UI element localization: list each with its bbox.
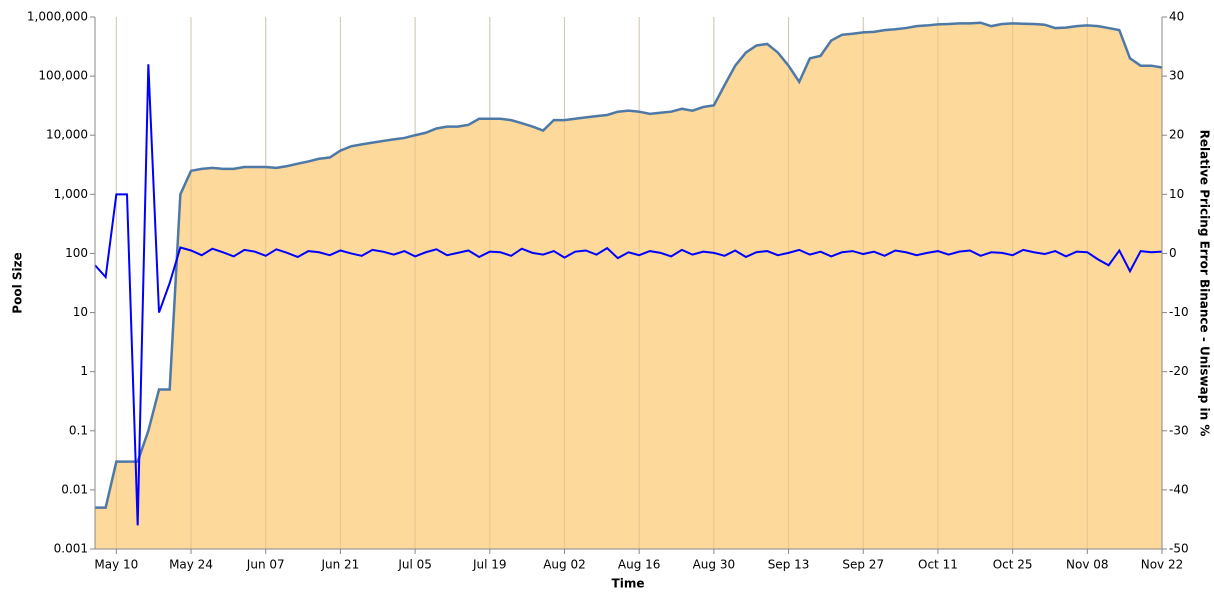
y-axis-label: Pool Size [11, 252, 25, 313]
y2-tick-label: 0 [1169, 246, 1177, 260]
y-tick-label: 0.01 [61, 482, 88, 496]
y-tick-label: 100 [65, 246, 88, 260]
y2-tick-label: -10 [1169, 305, 1189, 319]
y2-tick-label: -30 [1169, 423, 1189, 437]
area-line [95, 21, 1163, 509]
x-tick-label: Oct 11 [918, 558, 958, 572]
x-tick-label: May 10 [94, 558, 138, 572]
error-line [94, 64, 1163, 526]
y2-tick-label: -20 [1169, 364, 1189, 378]
y-tick-label: 100,000 [38, 69, 88, 83]
x-tick-label: Aug 02 [543, 558, 586, 572]
x-tick-label: Oct 25 [993, 558, 1033, 572]
y2-tick-label: 40 [1169, 10, 1184, 24]
y2-tick-label: 20 [1169, 128, 1184, 142]
y-tick-label: 1,000 [54, 187, 88, 201]
y-tick-label: 0.001 [54, 542, 88, 556]
y2-tick-label: -50 [1169, 542, 1189, 556]
y-tick-label: 10,000 [46, 128, 88, 142]
x-tick-label: Aug 16 [618, 558, 661, 572]
x-tick-label: Jun 07 [246, 558, 285, 572]
y2-tick-label: -40 [1169, 482, 1189, 496]
y-tick-label: 10 [73, 305, 88, 319]
x-axis-label: Time [612, 577, 645, 591]
y-tick-label: 1,000,000 [27, 10, 88, 24]
y-tick-label: 0.1 [69, 423, 88, 437]
x-tick-label: Jul 19 [472, 558, 507, 572]
y2-axis-label: Relative Pricing Error Binance - Uniswap… [1198, 130, 1212, 437]
area-fill [95, 22, 1162, 550]
x-tick-label: Aug 30 [693, 558, 736, 572]
y-tick-label: 1 [80, 364, 88, 378]
x-tick-label: May 24 [169, 558, 213, 572]
y2-tick-label: 10 [1169, 187, 1184, 201]
x-tick-label: Jun 21 [320, 558, 359, 572]
x-tick-label: Nov 08 [1066, 558, 1109, 572]
x-tick-label: Nov 22 [1141, 558, 1184, 572]
x-tick-label: Jul 05 [397, 558, 432, 572]
x-tick-label: Sep 13 [768, 558, 810, 572]
x-tick-label: Sep 27 [842, 558, 884, 572]
y2-tick-label: 30 [1169, 69, 1184, 83]
